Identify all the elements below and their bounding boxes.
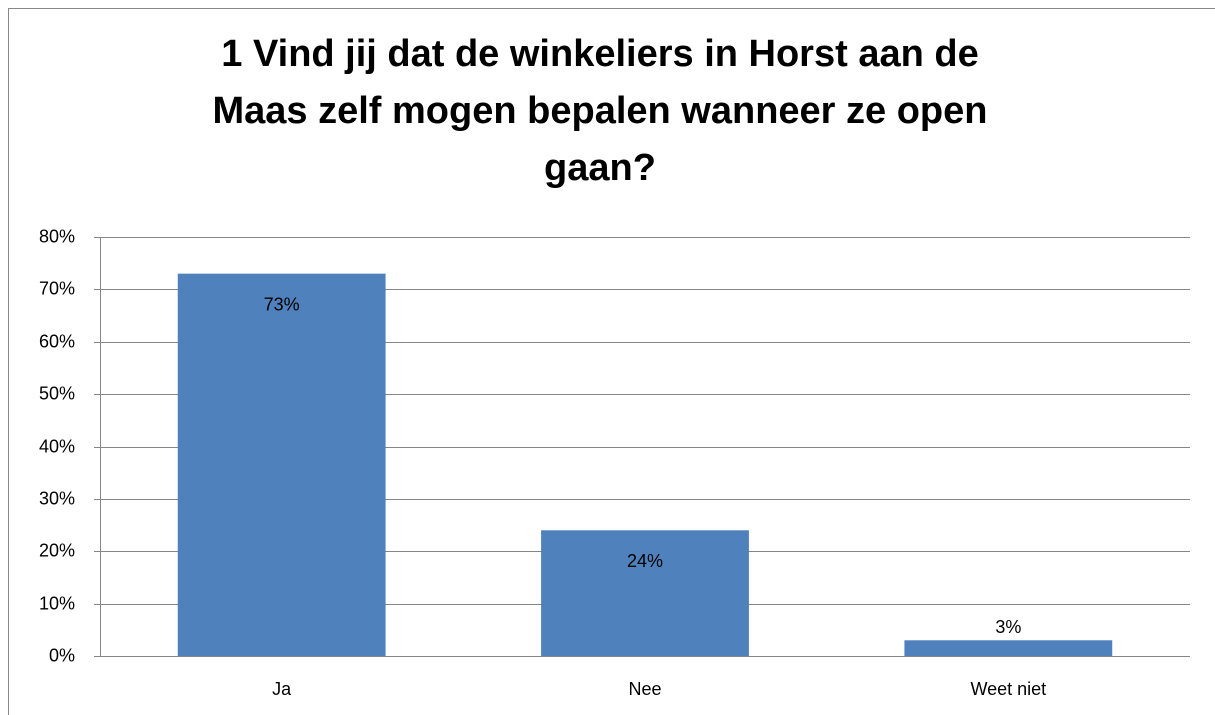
x-tick-label: Nee (628, 679, 661, 699)
y-tick-label: 10% (39, 593, 75, 613)
x-tick-label: Ja (272, 679, 292, 699)
x-tick-label: Weet niet (970, 679, 1046, 699)
value-label: 3% (995, 617, 1021, 637)
y-tick-label: 60% (39, 331, 75, 351)
chart-title: 1 Vind jij dat de winkeliers in Horst aa… (212, 33, 988, 189)
bar (541, 530, 749, 656)
value-label: 24% (627, 551, 663, 571)
y-tick-label: 50% (39, 383, 75, 403)
value-label: 73% (264, 294, 300, 314)
bar (177, 273, 386, 656)
y-tick-label: 30% (39, 488, 75, 508)
y-tick-label: 80% (39, 226, 75, 246)
chart-border (8, 8, 1215, 715)
y-tick-label: 20% (39, 540, 75, 560)
y-tick-label: 70% (39, 278, 75, 298)
bar (904, 640, 1113, 656)
y-tick-label: 40% (39, 436, 75, 456)
y-tick-label: 0% (49, 645, 75, 665)
